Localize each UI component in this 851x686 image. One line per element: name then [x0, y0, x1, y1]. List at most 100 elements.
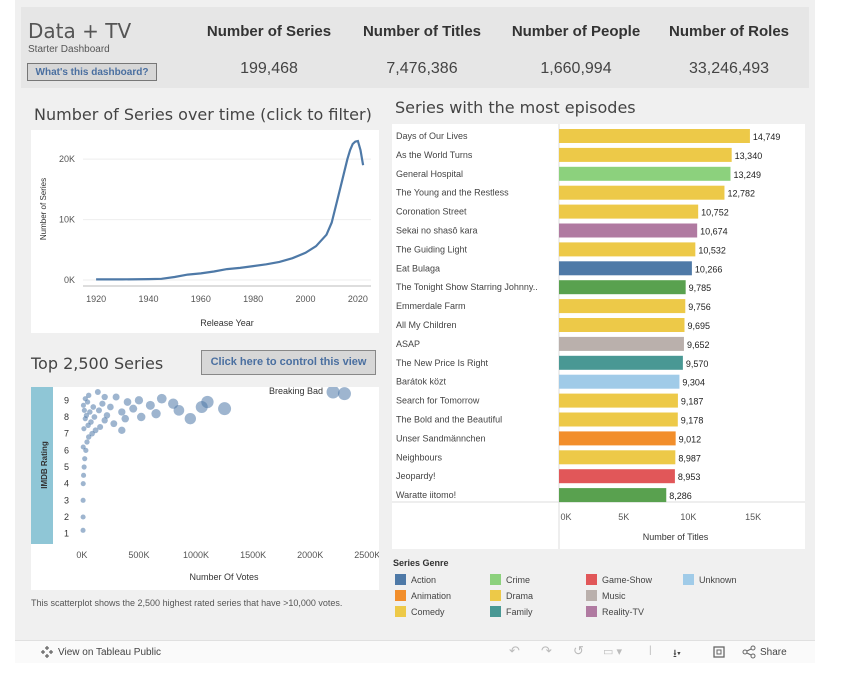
legend-item-reality-tv[interactable]: Reality-TV — [586, 606, 644, 617]
x-tick-label: 500K — [128, 550, 149, 560]
tableau-toolbar: View on Tableau Public ↶ ↷ ↺ ▭ ▾ | ⭳▾ Sh… — [15, 640, 815, 663]
y-tick-label: 5 — [64, 462, 69, 472]
share-label: Share — [760, 646, 787, 658]
download-icon[interactable]: ⭳▾ — [673, 648, 681, 660]
scatter-point — [101, 417, 108, 424]
bar-chart[interactable]: Days of Our Lives 14,749 As the World Turn… — [392, 124, 805, 549]
scatter-chart[interactable]: IMDB Rating 1 2 3 4 5 6 7 8 9 0K 500K 1000K 1500K 2000… — [31, 387, 379, 590]
bar-value-label: 10,752 — [701, 208, 729, 218]
bar — [559, 488, 667, 503]
x-tick-label: 2020 — [348, 294, 368, 304]
legend-label: Animation — [411, 590, 452, 601]
share-icon — [742, 645, 756, 659]
legend-swatch — [490, 606, 501, 617]
x-tick-label: 1000K — [183, 550, 209, 560]
scatter-point — [81, 464, 87, 470]
control-view-button[interactable]: Click here to control this view — [201, 350, 376, 375]
bar-category-label: As the World Turns — [396, 150, 473, 160]
x-tick-label: 15K — [745, 512, 761, 522]
kpi-value: 7,476,386 — [386, 60, 458, 77]
tableau-logo-icon — [41, 646, 53, 658]
scatter-point — [118, 426, 126, 434]
x-tick-label: 1940 — [138, 294, 158, 304]
bar-category-label: The Bold and the Beautiful — [396, 415, 502, 425]
line-chart[interactable]: 0K 10K 20K 1920 1940 1960 1980 2000 2020 Release … — [31, 130, 379, 333]
scatter-point — [326, 387, 340, 399]
scatter-point — [156, 393, 167, 404]
share-button[interactable]: Share — [742, 645, 787, 659]
legend-item-drama[interactable]: Drama — [490, 590, 533, 601]
bar-chart-title: Series with the most episodes — [395, 98, 636, 117]
x-tick-label: 1980 — [243, 294, 263, 304]
scatter-point — [86, 434, 92, 440]
bar — [559, 204, 699, 219]
bar — [559, 336, 684, 351]
bar-value-label: 9,785 — [689, 283, 712, 293]
kpi-label: Number of Series — [206, 23, 332, 40]
undo-icon[interactable]: ↶ — [509, 643, 520, 658]
scatter-point — [107, 403, 114, 411]
y-axis-title: IMDB Rating — [40, 441, 49, 489]
x-tick-label: 0K — [560, 512, 571, 522]
scatter-point — [80, 402, 86, 408]
kpi-label: Number of Roles — [668, 23, 789, 40]
scatter-point — [81, 426, 87, 432]
kpi-series: Number of Series 199,468 — [194, 23, 344, 78]
bar-value-label: 10,266 — [695, 264, 723, 274]
scatter-point — [89, 430, 95, 437]
kpi-value: 33,246,493 — [688, 60, 770, 77]
bar-value-label: 9,012 — [679, 434, 702, 444]
scatter-point — [86, 392, 92, 399]
kpi-label: Number of Titles — [362, 23, 482, 40]
legend-item-family[interactable]: Family — [490, 606, 533, 617]
scatter-point — [184, 413, 196, 425]
scatter-point — [134, 396, 144, 405]
view-on-tableau-link[interactable]: View on Tableau Public — [40, 645, 161, 659]
bar-category-label: All My Children — [396, 320, 457, 330]
y-tick-label: 9 — [64, 395, 69, 405]
legend-item-unknown[interactable]: Unknown — [683, 574, 737, 585]
legend-label: Reality-TV — [602, 606, 645, 617]
legend-swatch — [395, 606, 406, 617]
legend-label: Game-Show — [602, 574, 653, 585]
scatter-point — [82, 416, 88, 422]
revert-icon[interactable]: ↺ — [573, 643, 584, 658]
x-tick-label: 2000 — [296, 294, 316, 304]
kpi-people: Number of People 1,660,994 — [501, 23, 651, 78]
redo-icon[interactable]: ↷ — [541, 643, 552, 658]
legend-swatch — [683, 574, 694, 585]
legend-item-game-show[interactable]: Game-Show — [586, 574, 652, 585]
legend-item-action[interactable]: Action — [395, 574, 436, 585]
pause-icon[interactable]: ▭ ▾ — [603, 646, 622, 658]
legend-swatch — [395, 574, 406, 585]
bar-value-label: 9,756 — [688, 302, 711, 312]
legend-label: Unknown — [699, 574, 737, 585]
bar-category-label: Sekai no shasô kara — [396, 226, 478, 236]
scatter-point — [123, 398, 132, 406]
whats-this-dashboard-button[interactable]: What's this dashboard? — [27, 63, 157, 81]
scatter-point — [218, 402, 232, 416]
bar-chart-panel[interactable]: Days of Our Lives 14,749 As the World Turn… — [392, 124, 805, 549]
bar — [559, 450, 676, 465]
x-axis-title: Number Of Votes — [189, 572, 259, 582]
line-chart-panel[interactable]: 0K 10K 20K 1920 1940 1960 1980 2000 2020 Release … — [31, 130, 379, 333]
bar — [559, 431, 676, 446]
scatter-point — [80, 514, 86, 520]
scatter-point — [81, 472, 87, 478]
scatter-point — [91, 414, 98, 420]
y-tick-label: 8 — [64, 412, 69, 422]
bar — [559, 166, 731, 181]
legend-label: Family — [506, 606, 533, 617]
fullscreen-icon[interactable] — [712, 645, 726, 659]
bar — [559, 355, 683, 370]
legend-item-music[interactable]: Music — [586, 590, 626, 601]
bar-category-label: Days of Our Lives — [396, 131, 468, 141]
kpi-roles: Number of Roles 33,246,493 — [654, 23, 804, 78]
scatter-point — [112, 393, 120, 401]
legend-item-animation[interactable]: Animation — [395, 590, 451, 601]
legend-item-comedy[interactable]: Comedy — [395, 606, 445, 617]
scatter-panel[interactable]: IMDB Rating 1 2 3 4 5 6 7 8 9 0K 500K 1000K 1500K 2000… — [31, 387, 379, 590]
x-tick-label: 0K — [76, 550, 87, 560]
header-bar: Data + TV Starter Dashboard What's this … — [21, 7, 809, 88]
legend-item-crime[interactable]: Crime — [490, 574, 530, 585]
